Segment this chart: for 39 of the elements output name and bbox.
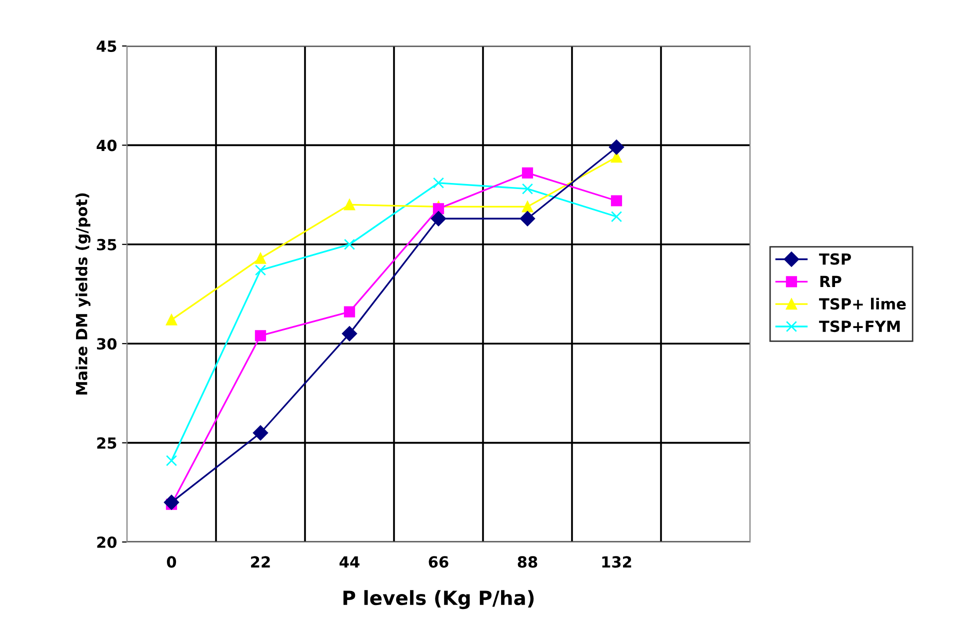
point <box>522 183 534 194</box>
y-tick-label: 40 <box>96 140 117 152</box>
point <box>254 264 266 276</box>
legend-label: RP <box>820 276 842 288</box>
point <box>254 330 266 342</box>
x-axis-title: P levels (Kg P/ha) <box>343 590 534 610</box>
y-tick-label: 45 <box>96 40 116 52</box>
y-tick-label: 30 <box>97 338 117 350</box>
point <box>522 201 534 212</box>
point <box>342 326 358 342</box>
point <box>166 314 178 326</box>
point <box>254 252 266 264</box>
legend-label: TSP <box>819 253 851 265</box>
point <box>164 494 180 510</box>
x-tick-label: 88 <box>518 556 538 568</box>
y-axis-title: Maize DM yields (g/pot) <box>76 193 90 395</box>
legend-label: TSP+ lime <box>819 298 906 310</box>
point <box>344 238 356 250</box>
point <box>520 211 536 226</box>
y-tick-label: 25 <box>97 437 116 449</box>
legend-label: TSP+FYM <box>819 320 900 332</box>
point <box>344 306 356 318</box>
y-tick-label: 35 <box>97 238 116 250</box>
point <box>610 195 622 206</box>
point <box>252 425 268 440</box>
point <box>344 199 356 210</box>
point <box>522 167 534 179</box>
x-tick-label: 0 <box>166 556 176 568</box>
point <box>166 455 178 466</box>
point <box>430 211 446 226</box>
x-tick-label: 132 <box>602 556 632 568</box>
y-tick-label: 20 <box>97 536 117 548</box>
x-tick-label: 66 <box>428 556 448 568</box>
point <box>608 140 624 155</box>
point <box>432 177 444 188</box>
x-tick-label: 44 <box>340 556 360 568</box>
point <box>432 203 444 214</box>
point <box>610 211 622 222</box>
x-tick-label: 22 <box>251 556 270 568</box>
